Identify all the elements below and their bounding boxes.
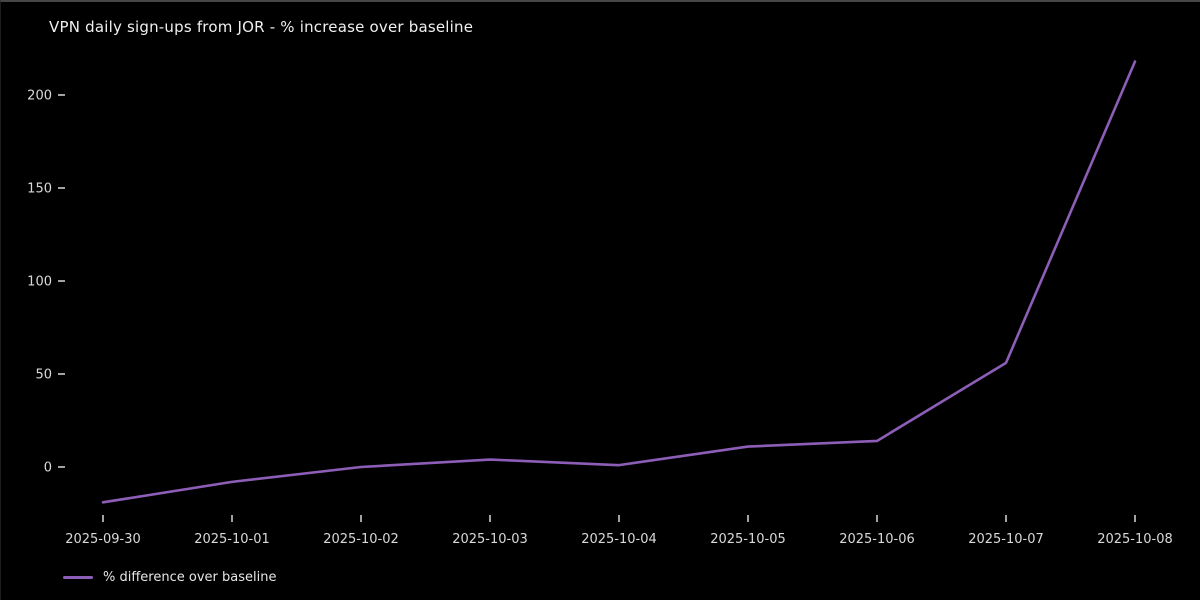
x-axis-ticks: 2025-09-30 2025-10-01 2025-10-02 2025-10-03… [65, 515, 1173, 547]
x-tick-label: 2025-10-03 [452, 532, 528, 547]
x-tick-label: 2025-09-30 [65, 532, 141, 547]
y-tick-label: 0 [44, 461, 52, 476]
x-tick-label: 2025-10-08 [1097, 532, 1173, 547]
legend: % difference over baseline [63, 570, 276, 585]
series-line [101, 60, 1137, 504]
x-tick-label: 2025-10-01 [194, 532, 270, 547]
y-axis-ticks: 0 50 100 150 200 [27, 89, 65, 476]
chart-title: VPN daily sign-ups from JOR - % increase… [49, 18, 474, 36]
x-tick-label: 2025-10-05 [710, 532, 786, 547]
y-tick-label: 50 [35, 368, 52, 383]
y-tick-label: 100 [27, 275, 52, 290]
x-tick-label: 2025-10-07 [968, 532, 1044, 547]
y-tick-label: 150 [27, 182, 52, 197]
legend-line-swatch [63, 576, 93, 579]
x-tick-label: 2025-10-02 [323, 532, 399, 547]
data-series [101, 60, 1137, 504]
y-tick-label: 200 [27, 89, 52, 104]
x-tick-label: 2025-10-06 [839, 532, 915, 547]
x-tick-label: 2025-10-04 [581, 532, 657, 547]
legend-label: % difference over baseline [103, 570, 277, 585]
